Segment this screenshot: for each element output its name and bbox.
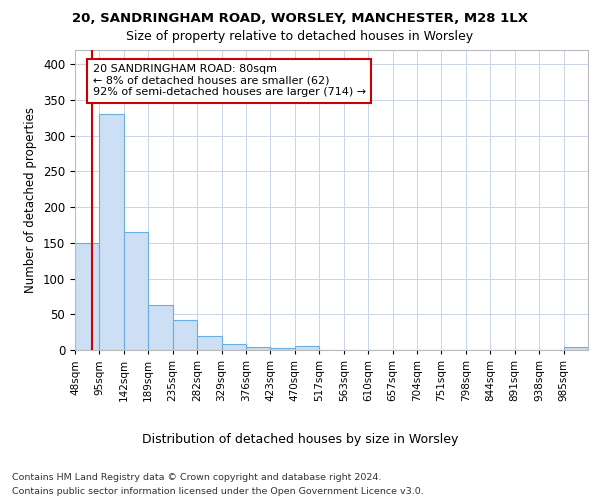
Bar: [197, 336, 221, 350]
Bar: [563, 347, 588, 350]
Text: Size of property relative to detached houses in Worsley: Size of property relative to detached ho…: [127, 30, 473, 43]
Bar: [271, 348, 295, 350]
Bar: [295, 346, 319, 350]
Bar: [124, 232, 148, 350]
Text: Distribution of detached houses by size in Worsley: Distribution of detached houses by size …: [142, 432, 458, 446]
Text: Contains public sector information licensed under the Open Government Licence v3: Contains public sector information licen…: [12, 488, 424, 496]
Text: 20, SANDRINGHAM ROAD, WORSLEY, MANCHESTER, M28 1LX: 20, SANDRINGHAM ROAD, WORSLEY, MANCHESTE…: [72, 12, 528, 26]
Bar: [246, 347, 271, 350]
Text: Contains HM Land Registry data © Crown copyright and database right 2024.: Contains HM Land Registry data © Crown c…: [12, 472, 382, 482]
Bar: [148, 305, 173, 350]
Bar: [100, 114, 124, 350]
Bar: [221, 344, 246, 350]
Y-axis label: Number of detached properties: Number of detached properties: [25, 107, 37, 293]
Bar: [75, 243, 100, 350]
Bar: [173, 320, 197, 350]
Text: 20 SANDRINGHAM ROAD: 80sqm
← 8% of detached houses are smaller (62)
92% of semi-: 20 SANDRINGHAM ROAD: 80sqm ← 8% of detac…: [92, 64, 366, 98]
